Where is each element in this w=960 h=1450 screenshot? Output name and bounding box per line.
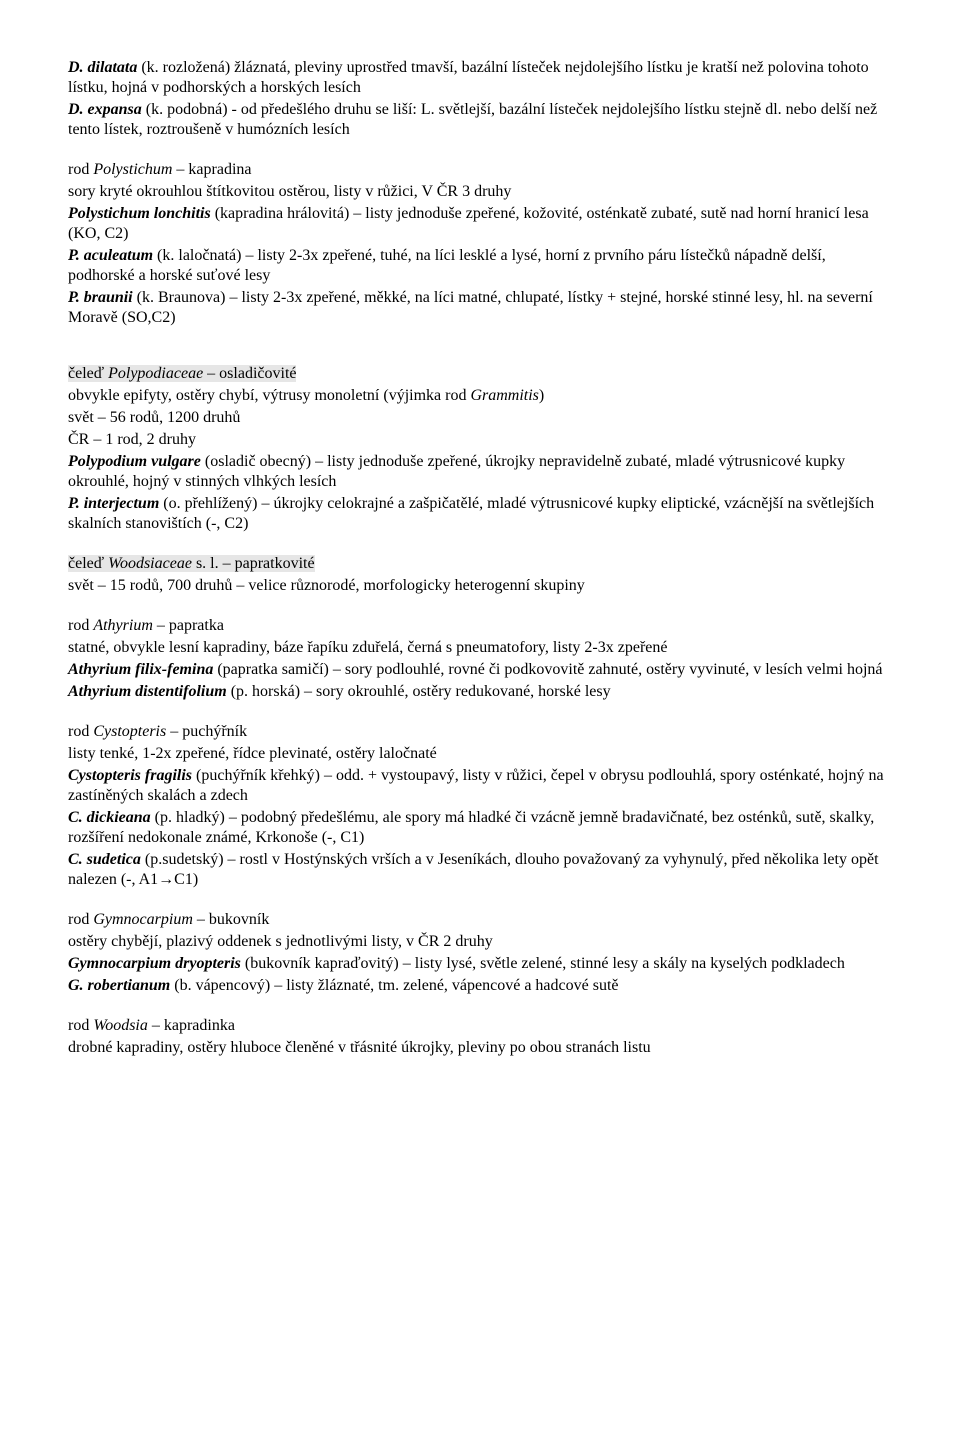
paragraph: rod Cystopteris – puchýřník <box>68 722 892 742</box>
species-name: D. expansa <box>68 101 142 118</box>
genus-name: Gymnocarpium <box>93 911 193 928</box>
species-name: C. sudetica <box>68 851 141 868</box>
text: čeleď <box>68 555 108 572</box>
text: rod <box>68 911 93 928</box>
text: (b. vápencový) – listy žláznaté, tm. zel… <box>170 977 618 994</box>
text: (k. podobná) - od předešlého druhu se li… <box>68 101 877 138</box>
text: (o. přehlížený) – úkrojky celokrajné a z… <box>68 495 874 532</box>
paragraph: Polypodium vulgare (osladič obecný) – li… <box>68 452 892 492</box>
paragraph: obvykle epifyty, ostěry chybí, výtrusy m… <box>68 386 892 406</box>
paragraph: ČR – 1 rod, 2 druhy <box>68 430 892 450</box>
text: rod <box>68 1017 93 1034</box>
paragraph: svět – 15 rodů, 700 druhů – velice různo… <box>68 576 892 596</box>
paragraph: rod Gymnocarpium – bukovník <box>68 910 892 930</box>
text: (p.sudetský) – rostl v Hostýnských vršíc… <box>68 851 879 888</box>
species-name: P. aculeatum <box>68 247 153 264</box>
species-name: Polypodium vulgare <box>68 453 201 470</box>
text: – puchýřník <box>166 723 247 740</box>
paragraph: C. sudetica (p.sudetský) – rostl v Hostý… <box>68 850 892 890</box>
paragraph: P. interjectum (o. přehlížený) – úkrojky… <box>68 494 892 534</box>
species-name: G. robertianum <box>68 977 170 994</box>
paragraph: Athyrium filix-femina (papratka samičí) … <box>68 660 892 680</box>
text: – kapradina <box>172 161 251 178</box>
family-name: Polypodiaceae <box>108 365 203 382</box>
species-name: Athyrium distentifolium <box>68 683 227 700</box>
species-name: Athyrium filix-femina <box>68 661 213 678</box>
text: rod <box>68 723 93 740</box>
text: (p. horská) – sory okrouhlé, ostěry redu… <box>227 683 611 700</box>
text: (bukovník kapraďovitý) – listy lysé, svě… <box>241 955 845 972</box>
paragraph: D. expansa (k. podobná) - od předešlého … <box>68 100 892 140</box>
paragraph: sory kryté okrouhlou štítkovitou ostěrou… <box>68 182 892 202</box>
text: (k. laločnatá) – listy 2-3x zpeřené, tuh… <box>68 247 826 284</box>
genus-name: Athyrium <box>93 617 153 634</box>
species-name: C. dickieana <box>68 809 151 826</box>
paragraph: C. dickieana (p. hladký) – podobný přede… <box>68 808 892 848</box>
paragraph: listy tenké, 1-2x zpeřené, řídce plevina… <box>68 744 892 764</box>
text: (k. rozložená) žláznatá, pleviny uprostř… <box>68 59 869 96</box>
text: (p. hladký) – podobný předešlému, ale sp… <box>68 809 874 846</box>
paragraph: Polystichum lonchitis (kapradina hrálovi… <box>68 204 892 244</box>
family-heading: čeleď Polypodiaceae – osladičovité <box>68 364 892 384</box>
species-name: D. dilatata <box>68 59 137 76</box>
paragraph: rod Athyrium – papratka <box>68 616 892 636</box>
species-name: P. interjectum <box>68 495 159 512</box>
species-name: P. braunii <box>68 289 133 306</box>
paragraph: D. dilatata (k. rozložená) žláznatá, ple… <box>68 58 892 98</box>
family-heading: čeleď Woodsiaceae s. l. – papratkovité <box>68 554 892 574</box>
paragraph: G. robertianum (b. vápencový) – listy žl… <box>68 976 892 996</box>
text: obvykle epifyty, ostěry chybí, výtrusy m… <box>68 387 470 404</box>
text: (k. Braunova) – listy 2-3x zpeřené, měkk… <box>68 289 873 326</box>
genus-name: Grammitis <box>470 387 538 404</box>
paragraph: ostěry chybějí, plazivý oddenek s jednot… <box>68 932 892 952</box>
paragraph: rod Polystichum – kapradina <box>68 160 892 180</box>
paragraph: P. aculeatum (k. laločnatá) – listy 2-3x… <box>68 246 892 286</box>
paragraph: Athyrium distentifolium (p. horská) – so… <box>68 682 892 702</box>
text: s. l. – papratkovité <box>192 555 315 572</box>
text: – osladičovité <box>203 365 296 382</box>
species-name: Gymnocarpium dryopteris <box>68 955 241 972</box>
species-name: Polystichum lonchitis <box>68 205 211 222</box>
text: (papratka samičí) – sory podlouhlé, rovn… <box>213 661 882 678</box>
paragraph: drobné kapradiny, ostěry hluboce členěné… <box>68 1038 892 1058</box>
text: rod <box>68 161 93 178</box>
text: čeleď <box>68 365 108 382</box>
paragraph: Gymnocarpium dryopteris (bukovník kapraď… <box>68 954 892 974</box>
genus-name: Cystopteris <box>93 723 166 740</box>
text: ) <box>539 387 544 404</box>
paragraph: Cystopteris fragilis (puchýřník křehký) … <box>68 766 892 806</box>
family-name: Woodsiaceae <box>108 555 192 572</box>
paragraph: rod Woodsia – kapradinka <box>68 1016 892 1036</box>
genus-name: Polystichum <box>93 161 172 178</box>
genus-name: Woodsia <box>93 1017 148 1034</box>
text: – kapradinka <box>148 1017 235 1034</box>
species-name: Cystopteris fragilis <box>68 767 192 784</box>
text: – bukovník <box>193 911 269 928</box>
paragraph: P. braunii (k. Braunova) – listy 2-3x zp… <box>68 288 892 328</box>
paragraph: svět – 56 rodů, 1200 druhů <box>68 408 892 428</box>
paragraph: statné, obvykle lesní kapradiny, báze řa… <box>68 638 892 658</box>
text: rod <box>68 617 93 634</box>
text: – papratka <box>153 617 224 634</box>
